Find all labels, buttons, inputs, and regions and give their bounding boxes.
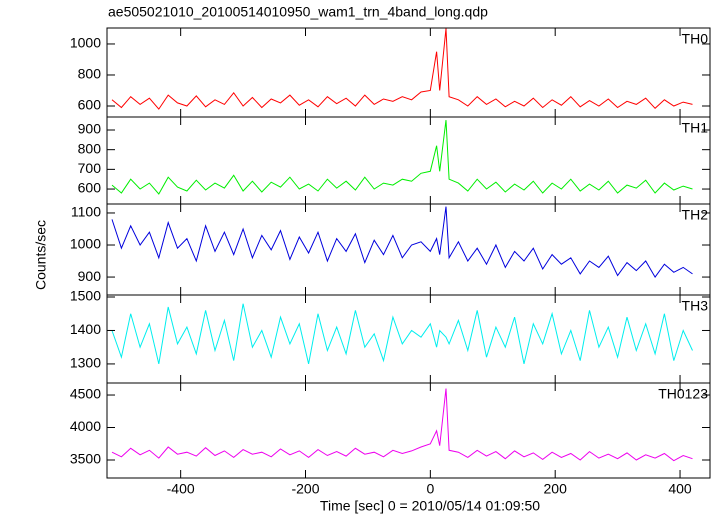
light-curve: [111, 206, 693, 279]
y-tick-label: 1300: [70, 355, 101, 371]
y-tick-label: 800: [78, 140, 102, 156]
y-tick-label: 800: [78, 66, 102, 82]
light-curve: [111, 28, 693, 110]
y-tick-label: 1000: [70, 236, 101, 252]
light-curve: [111, 303, 693, 365]
panel-label: TH0123: [658, 386, 708, 402]
y-tick-label: 1500: [70, 288, 101, 304]
y-tick-label: 600: [78, 97, 102, 113]
x-axis-label: Time [sec] 0 = 2010/05/14 01:09:50: [320, 498, 540, 514]
x-tick-label: 200: [544, 481, 568, 497]
x-tick-label: -200: [291, 481, 319, 497]
x-tick-label: 0: [426, 481, 434, 497]
y-tick-label: 600: [78, 180, 102, 196]
panel-label: TH2: [682, 207, 709, 223]
panel-label: TH1: [682, 120, 709, 136]
y-tick-label: 1100: [71, 204, 101, 220]
y-tick-label: 900: [78, 268, 102, 284]
panel-frame: [106, 27, 711, 118]
y-tick-label: 3500: [70, 451, 101, 467]
panel-label: TH3: [682, 298, 709, 314]
y-axis-label: Counts/sec: [33, 220, 49, 290]
panel-frame: [106, 382, 711, 479]
chart-title: ae505021010_20100514010950_wam1_trn_4ban…: [108, 4, 488, 20]
y-tick-label: 900: [78, 121, 102, 137]
y-tick-label: 4500: [70, 386, 101, 402]
y-tick-label: 4000: [70, 418, 101, 434]
x-tick-label: 400: [668, 481, 692, 497]
y-tick-label: 1000: [70, 35, 101, 51]
light-curve: [111, 120, 693, 195]
y-tick-label: 1400: [70, 321, 101, 337]
y-tick-label: 700: [78, 160, 102, 176]
x-tick-label: -400: [167, 481, 195, 497]
panel-label: TH0: [682, 31, 709, 47]
light-curve: [111, 388, 693, 462]
panel-frame: [106, 294, 711, 384]
